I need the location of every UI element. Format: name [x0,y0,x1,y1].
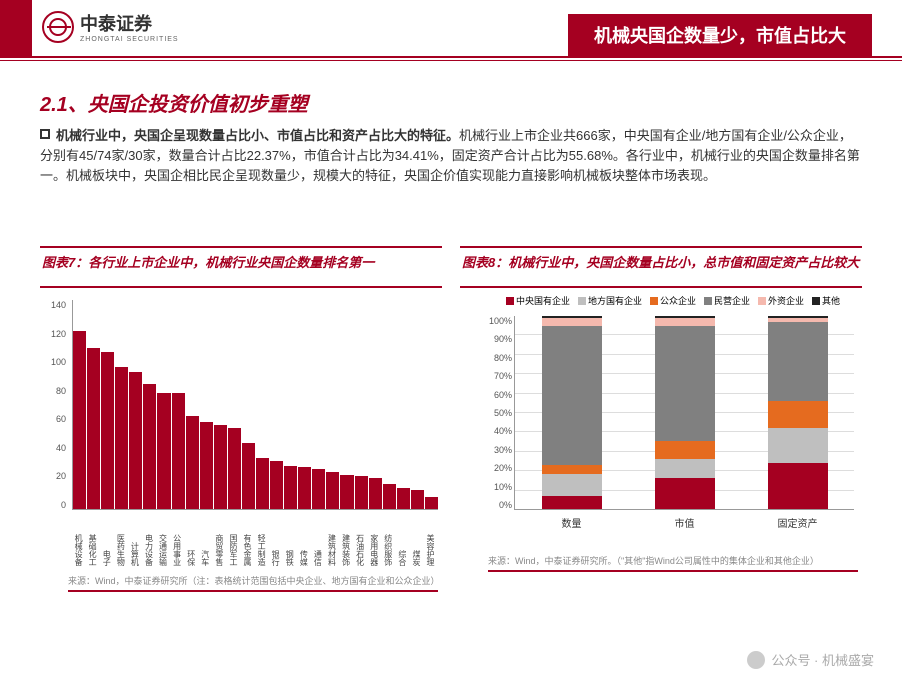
chart7-bar [172,393,185,509]
chart7-bar [383,484,396,509]
chart7-bar [129,372,142,509]
chart7-x-label: 传媒 [295,512,309,566]
chart7-bar [186,416,199,509]
chart8-box: 图表8：机械行业中，央国企数量占比小，总市值和固定资产占比较大 中央国有企业地方… [460,246,862,570]
chart7-bar [157,393,170,509]
legend-item: 公众企业 [650,294,696,307]
chart7-x-label: 建筑材料 [323,512,337,566]
chart7-bar [326,472,339,509]
logo-text-cn: 中泰证券 [80,10,179,36]
header-thin-line [0,60,902,61]
chart7-x-label: 银行 [267,512,281,566]
chart7-bar [298,467,311,509]
chart7-x-label: 纺织服饰 [380,512,394,566]
chart7-x-label: 家用电器 [366,512,380,566]
chart7-x-label: 有色金属 [239,512,253,566]
chart8-source: 来源：Wind，中泰证券研究所。（"其他"指Wind公司属性中的集体企业和其他企… [488,554,858,572]
slide: 中泰证券 ZHONGTAI SECURITIES 机械央国企数量少，市值占比大 … [0,0,902,679]
chart7-bar [228,428,241,509]
chart7-bar [340,475,353,509]
section-title: 2.1、央国企投资价值初步重塑 [40,88,308,117]
chart7-bar [256,458,269,509]
chart7-x-label: 商贸零售 [211,512,225,566]
chart7-x-label: 公用事业 [169,512,183,566]
red-accent-bar [0,0,32,56]
header-line [0,56,902,58]
chart7-y-axis: 140120100806040200 [42,300,66,510]
chart7-bar [143,384,156,509]
chart7-x-label: 电力设备 [140,512,154,566]
chart8-y-axis: 100%90%80%70%60%50%40%30%20%10%0% [486,316,512,510]
chart7-bar [214,425,227,509]
chart7-bar [87,348,100,509]
chart7-bar [355,476,368,509]
legend-item: 其他 [812,294,840,307]
legend-item: 民营企业 [704,294,750,307]
wechat-icon [747,651,765,669]
chart8-area: 中央国有企业地方国有企业公众企业民营企业外资企业其他 100%90%80%70%… [460,288,862,570]
chart8-stacks: 数量市值固定资产 [514,316,854,510]
chart7-bar [242,443,255,509]
bullet-icon [40,129,50,139]
legend-item: 地方国有企业 [578,294,642,307]
chart7-x-label: 电子 [98,512,112,566]
chart7-bar [115,367,128,509]
chart7-bar [73,331,86,509]
chart7-x-label: 通信 [309,512,323,566]
chart7-x-label: 煤炭 [408,512,422,566]
chart7-source: 来源：Wind，中泰证券研究所（注：表格统计范围包括中央企业、地方国有企业和公众… [68,574,438,592]
title-banner: 机械央国企数量少，市值占比大 [568,14,872,56]
chart8-category-label: 数量 [542,515,602,530]
chart8-title: 图表8：机械行业中，央国企数量占比小，总市值和固定资产占比较大 [460,246,862,288]
legend-item: 中央国有企业 [506,294,570,307]
body-bold: 机械行业中，央国企呈现数量占比小、市值占比和资产占比大的特征。 [56,128,459,143]
chart7-bar [284,466,297,509]
chart8-category-label: 市值 [655,515,715,530]
chart7-x-label: 环保 [183,512,197,566]
chart7-x-label: 钢铁 [281,512,295,566]
chart7-x-label: 石油石化 [352,512,366,566]
chart7-title: 图表7：各行业上市企业中，机械行业央国企数量排名第一 [40,246,442,288]
chart8-category-label: 固定资产 [768,515,828,530]
logo-text-en: ZHONGTAI SECURITIES [80,36,179,43]
chart8-stack-column: 数量 [542,316,602,509]
chart7-bar-chart: 140120100806040200 机械设备基础化工电子医药生物计算机电力设备… [68,300,438,510]
logo-icon [42,11,74,43]
watermark: 公众号 · 机械盛宴 [747,650,874,669]
chart7-area: 140120100806040200 机械设备基础化工电子医药生物计算机电力设备… [40,288,442,570]
chart7-bar [270,461,283,509]
chart7-x-labels: 机械设备基础化工电子医药生物计算机电力设备交通运输公用事业环保汽车商贸零售国防军… [72,512,438,566]
chart7-box: 图表7：各行业上市企业中，机械行业央国企数量排名第一 1401201008060… [40,246,442,570]
chart7-x-label: 基础化工 [84,512,98,566]
chart7-x-label: 建筑装饰 [337,512,351,566]
chart7-x-label: 国防军工 [225,512,239,566]
chart7-x-label: 交通运输 [154,512,168,566]
chart7-x-label: 美容护理 [422,512,436,566]
chart7-x-label: 计算机 [126,512,140,566]
chart8-stack-column: 市值 [655,316,715,509]
chart7-bar [411,490,424,509]
chart7-x-label: 机械设备 [70,512,84,566]
chart7-x-label: 汽车 [197,512,211,566]
chart7-bar [369,478,382,509]
chart7-bar [425,497,438,509]
charts-row: 图表7：各行业上市企业中，机械行业央国企数量排名第一 1401201008060… [40,246,862,570]
chart7-bar [200,422,213,509]
legend-item: 外资企业 [758,294,804,307]
body-text: 机械行业中，央国企呈现数量占比小、市值占比和资产占比大的特征。机械行业上市企业共… [40,126,862,186]
chart7-x-label: 轻工制造 [253,512,267,566]
chart7-bars [72,300,438,510]
watermark-text: 公众号 · 机械盛宴 [771,650,874,669]
chart7-bar [101,352,114,509]
chart7-x-label: 综合 [394,512,408,566]
chart7-bar [312,469,325,509]
chart8-stack-column: 固定资产 [768,316,828,509]
logo-area: 中泰证券 ZHONGTAI SECURITIES [42,10,179,43]
chart8-legend: 中央国有企业地方国有企业公众企业民营企业外资企业其他 [488,294,858,307]
chart8-stacked-chart: 中央国有企业地方国有企业公众企业民营企业外资企业其他 100%90%80%70%… [488,300,858,510]
chart7-bar [397,488,410,509]
chart7-x-label: 医药生物 [112,512,126,566]
